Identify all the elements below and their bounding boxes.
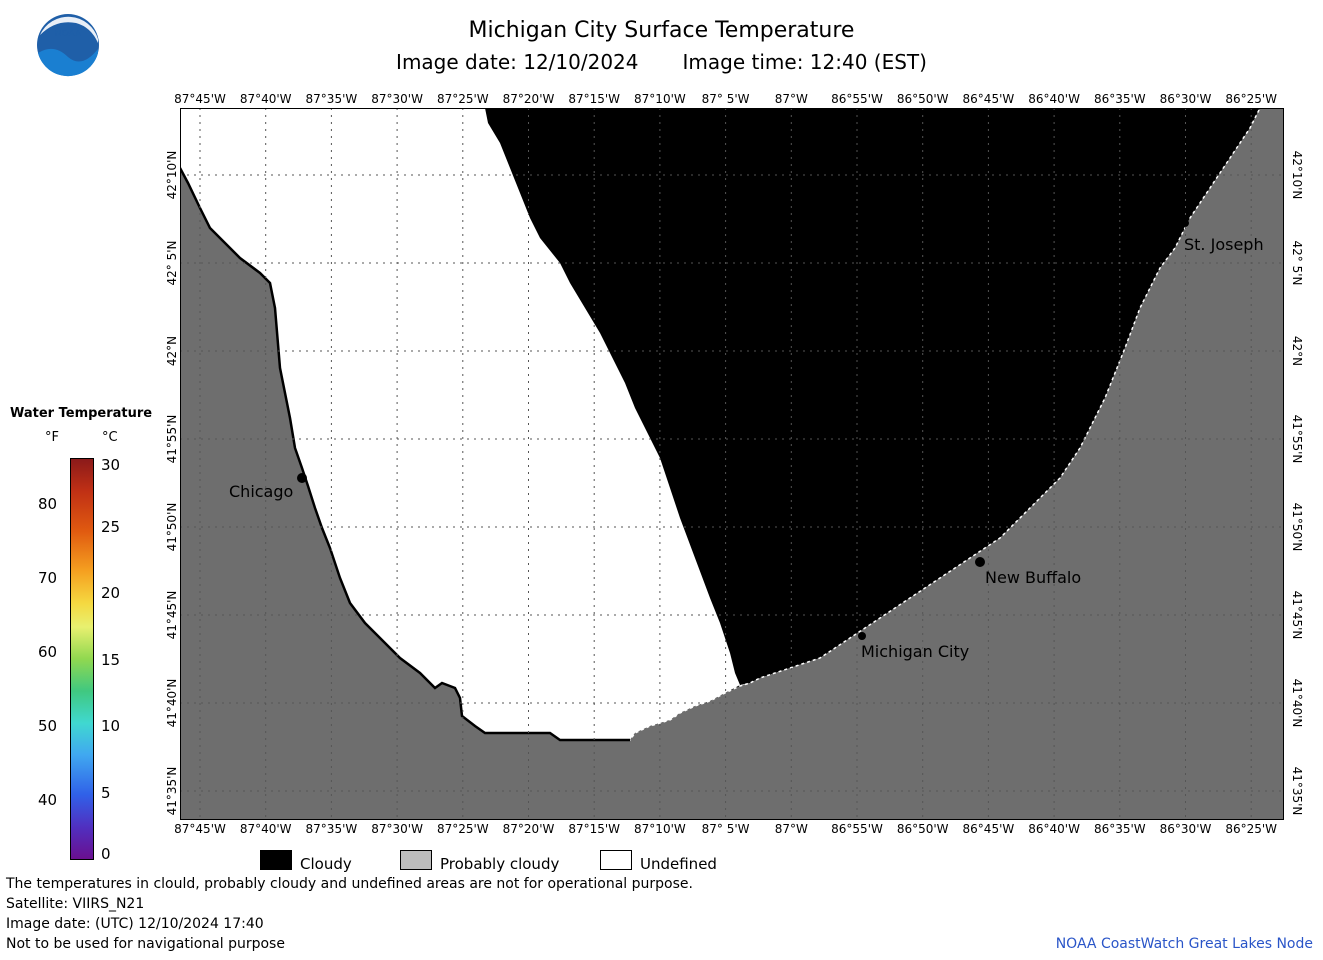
bottom-lon-label: 87°40'W <box>239 822 292 836</box>
left-lat-label: 42° 5'N <box>165 240 179 286</box>
scale-c-tick: 10 <box>101 717 121 735</box>
noaa-logo: NOAA <box>36 13 100 77</box>
scale-f-tick: 50 <box>38 717 58 735</box>
scale-f-tick: 60 <box>38 643 58 661</box>
bottom-lon-label: 86°35'W <box>1093 822 1146 836</box>
bottom-lon-label: 87°W <box>774 822 808 836</box>
left-lat-label: 41°35'N <box>165 766 179 816</box>
left-lat-label: 41°50'N <box>165 502 179 552</box>
city-label-new-buffalo: New Buffalo <box>985 568 1082 587</box>
bottom-lon-label: 86°30'W <box>1159 822 1212 836</box>
scale-c-tick: 0 <box>101 845 111 863</box>
scale-f-tick: 70 <box>38 569 58 587</box>
image-date: Image date: 12/10/2024 <box>396 50 639 74</box>
bottom-lon-label: 87°45'W <box>174 822 226 836</box>
left-lat-label: 41°45'N <box>165 590 179 640</box>
west-shoreline <box>180 167 630 742</box>
top-lon-label: 86°45'W <box>962 92 1015 106</box>
top-lon-label: 87°15'W <box>568 92 621 106</box>
bottom-lon-label: 87°25'W <box>436 822 489 836</box>
legend-undefined-swatch <box>600 850 632 870</box>
legend-probably-cloudy-swatch <box>400 850 432 870</box>
footer-satellite: Satellite: VIIRS_N21 <box>6 896 145 912</box>
scale-unit-c: °C <box>102 430 118 445</box>
new-buffalo-marker <box>975 557 985 567</box>
page-title: Michigan City Surface Temperature <box>468 18 855 43</box>
image-time: Image time: 12:40 (EST) <box>682 50 927 74</box>
right-lat-label: 42°10'N <box>1290 150 1304 200</box>
footer-disclaimer: The temperatures in clould, probably clo… <box>6 876 693 892</box>
scale-c-tick: 30 <box>101 456 121 474</box>
top-lon-label: 87°W <box>774 92 808 106</box>
top-lon-label: 86°50'W <box>896 92 949 106</box>
scale-c-tick: 5 <box>101 784 111 802</box>
top-lon-label: 87°10'W <box>634 92 686 106</box>
top-lon-label: 87°40'W <box>239 92 292 106</box>
left-lat-label: 42°N <box>165 335 179 367</box>
right-lat-label: 41°55'N <box>1290 414 1304 464</box>
legend-probably-cloudy-label: Probably cloudy <box>440 855 560 873</box>
top-lon-label: 87° 5'W <box>701 92 750 106</box>
legend-undefined-label: Undefined <box>640 855 717 873</box>
top-lon-label: 87°30'W <box>371 92 423 106</box>
top-lon-label: 87°25'W <box>436 92 489 106</box>
footer-utc-date: Image date: (UTC) 12/10/2024 17:40 <box>6 916 264 932</box>
scale-c-tick: 20 <box>101 584 121 602</box>
water-undefined <box>180 108 740 740</box>
bottom-lon-label: 87°15'W <box>568 822 621 836</box>
bottom-lon-label: 87°10'W <box>634 822 686 836</box>
top-lon-label: 87°20'W <box>502 92 555 106</box>
bottom-lon-label: 87°35'W <box>305 822 358 836</box>
top-lon-label: 87°35'W <box>305 92 358 106</box>
top-lon-label: 86°25'W <box>1225 92 1278 106</box>
right-lat-label: 42°N <box>1290 335 1304 367</box>
scale-f-tick: 40 <box>38 791 58 809</box>
bottom-lon-label: 87°20'W <box>502 822 555 836</box>
top-lon-label: 87°45'W <box>174 92 226 106</box>
cloudy-region <box>485 108 1260 685</box>
logo-text: NOAA <box>55 29 82 39</box>
map-area <box>180 108 1284 820</box>
city-label-st-joseph: St. Joseph <box>1184 235 1264 254</box>
left-lat-label: 41°40'N <box>165 678 179 728</box>
top-lon-label: 86°30'W <box>1159 92 1212 106</box>
st-joseph-marker <box>1181 219 1189 227</box>
right-lat-label: 41°50'N <box>1290 502 1304 552</box>
bottom-lon-label: 86°45'W <box>962 822 1015 836</box>
scale-unit-f: °F <box>45 430 59 445</box>
city-label-chicago: Chicago <box>229 482 294 501</box>
bottom-lon-label: 86°55'W <box>831 822 883 836</box>
bottom-lon-label: 86°25'W <box>1225 822 1278 836</box>
top-lon-label: 86°55'W <box>831 92 883 106</box>
right-lat-label: 42° 5'N <box>1290 240 1304 286</box>
top-lon-label: 86°40'W <box>1028 92 1080 106</box>
legend-cloudy-swatch <box>260 850 292 870</box>
bottom-lon-label: 87° 5'W <box>701 822 750 836</box>
scale-c-tick: 15 <box>101 651 121 669</box>
image-datetime: Image date: 12/10/2024 Image time: 12:40 … <box>0 50 1323 74</box>
bottom-lon-label: 86°40'W <box>1028 822 1080 836</box>
right-lat-label: 41°45'N <box>1290 590 1304 640</box>
legend-cloudy-label: Cloudy <box>300 855 352 873</box>
footer-nav-warning: Not to be used for navigational purpose <box>6 936 285 952</box>
right-lat-label: 41°35'N <box>1290 766 1304 816</box>
left-lat-label: 41°55'N <box>165 414 179 464</box>
graticule <box>180 108 1284 820</box>
scale-c-tick: 25 <box>101 518 121 536</box>
bottom-lon-label: 87°30'W <box>371 822 423 836</box>
top-lon-label: 86°35'W <box>1093 92 1146 106</box>
color-scale-bar <box>70 458 94 860</box>
bottom-lon-label: 86°50'W <box>896 822 949 836</box>
city-label-michigan-city: Michigan City <box>861 642 970 661</box>
right-lat-label: 41°40'N <box>1290 678 1304 728</box>
footer-credit-link[interactable]: NOAA CoastWatch Great Lakes Node <box>1055 936 1313 952</box>
left-lat-label: 42°10'N <box>165 150 179 200</box>
scale-title: Water Temperature <box>10 406 153 421</box>
michigan-city-marker <box>858 632 866 640</box>
chicago-marker <box>297 473 307 483</box>
scale-f-tick: 80 <box>38 495 58 513</box>
